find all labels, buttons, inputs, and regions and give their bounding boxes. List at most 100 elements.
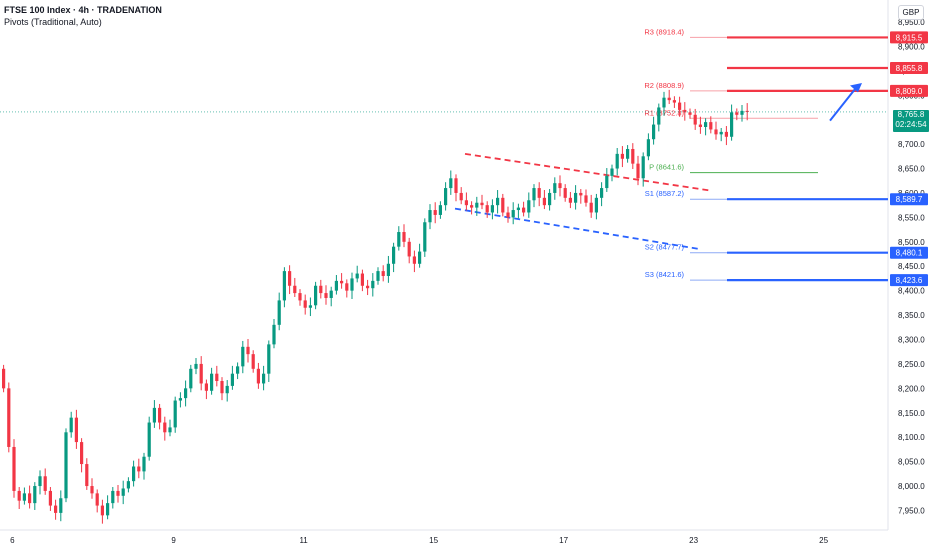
candle-body [485,205,489,213]
candle-body [594,197,598,213]
candle-body [371,280,375,289]
candle-body [121,488,125,496]
candle-body [147,422,151,457]
candle-body [210,373,214,391]
candle-body [277,300,281,325]
x-tick-label: 17 [559,536,568,545]
y-tick-label: 8,700.0 [898,140,925,149]
candle-body [152,407,156,423]
candle-body [236,366,240,374]
candle-body [714,129,718,135]
candle-body [142,456,146,472]
candle-body [464,200,468,206]
candle-body [132,466,136,482]
candle-body [423,222,427,252]
candle-body [501,197,505,213]
candle-body [657,107,661,125]
candle-body [329,290,333,298]
key-level-tag-text: 8,855.8 [896,64,923,73]
x-tick-label: 15 [429,536,438,545]
candle-body [246,346,250,355]
candle-body [111,490,115,504]
current-price-label: 8,765.8 02:24:54 [893,110,929,132]
y-tick-label: 8,500.0 [898,238,925,247]
candle-body [553,183,557,193]
candle-body [38,476,42,487]
key-level-tag [890,193,928,206]
candle-body [2,368,6,389]
candle-body [537,188,541,198]
candle-body [225,385,229,394]
candle-body [360,273,364,286]
x-tick-label: 6 [10,536,15,545]
candle-body [33,486,37,504]
key-level-tag-text: 8,480.1 [896,249,923,258]
candle-body [646,139,650,157]
candle-body [667,97,671,101]
candle-body [241,346,245,367]
candle-body [636,163,640,179]
candle-body [64,432,68,499]
candle-body [631,148,635,164]
candle-body [652,124,656,140]
candle-body [17,490,21,501]
candle-body [563,188,567,198]
y-tick-label: 8,050.0 [898,458,925,467]
candle-body [610,168,614,176]
candle-body [490,205,494,213]
candle-body [574,192,578,203]
candle-body [340,280,344,284]
y-tick-label: 7,950.0 [898,506,925,515]
candle-body [579,192,583,196]
candle-body [693,114,697,125]
candles [0,89,888,524]
x-tick-label: 23 [689,536,698,545]
candle-body [12,446,16,491]
candle-body [74,417,78,443]
candle-body [43,476,47,491]
candle-body [7,388,11,447]
candle-body [522,207,526,213]
candle-body [735,112,739,115]
candle-body [672,100,676,103]
candle-body [69,417,73,433]
candle-body [496,197,500,206]
candle-body [719,131,723,135]
candle-body [532,188,536,201]
candle-body [288,271,292,286]
candle-body [381,271,385,276]
candle-body [80,442,84,465]
candle-body [397,232,401,247]
candle-body [54,505,58,513]
candle-body [85,464,89,487]
arrow-head [850,83,862,93]
candle-body [106,503,110,516]
candle-body [173,400,177,428]
pivot-label: S2 (8477.7) [645,243,685,252]
pivot-levels: R3 (8918.4)R2 (8808.9)R1 (8752.8)P (8641… [644,27,818,281]
candle-body [163,422,167,433]
pivot-label: R3 (8918.4) [644,27,684,36]
candle-body [402,232,406,242]
candle-body [303,300,307,308]
candle-body [95,493,99,506]
candle-body [704,122,708,128]
indicator-label[interactable]: Pivots (Traditional, Auto) [4,17,102,27]
candle-body [334,280,338,291]
candle-body [626,148,630,159]
time-axis: 69111517232529May5811141620222528 [0,529,888,545]
key-level-tag-text: 8,915.5 [896,33,923,42]
candle-body [324,293,328,298]
candle-body [168,427,172,433]
candle-body [230,373,234,386]
key-level-tag [890,84,928,97]
candle-body [605,175,609,189]
chart-title: FTSE 100 Index · 4h · TRADENATION [4,5,162,15]
y-tick-label: 8,100.0 [898,433,925,442]
candle-body [444,188,448,206]
forecast-arrow [829,83,862,122]
currency-badge[interactable]: GBP [898,5,924,20]
candle-body [22,493,26,501]
candle-body [178,398,182,401]
